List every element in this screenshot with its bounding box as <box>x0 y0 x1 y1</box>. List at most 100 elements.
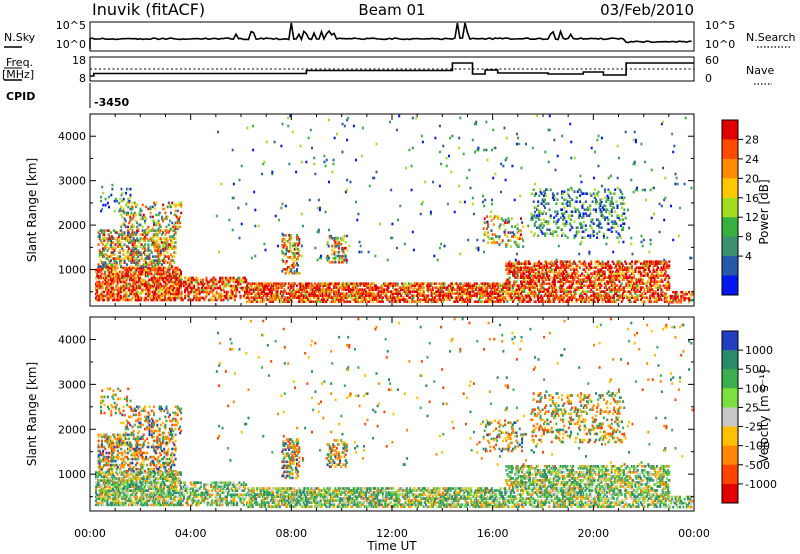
data-cell <box>465 292 468 295</box>
data-cell <box>138 263 141 266</box>
data-cell <box>542 274 545 277</box>
data-cell <box>570 286 573 289</box>
data-cell <box>117 237 120 240</box>
data-cell <box>602 234 605 237</box>
data-cell <box>145 263 148 266</box>
data-cell <box>341 288 344 291</box>
data-cell <box>533 288 536 291</box>
data-cell <box>645 274 648 277</box>
data-cell <box>357 292 359 295</box>
data-cell <box>454 298 457 301</box>
data-cell <box>152 294 155 298</box>
data-cell <box>272 298 275 301</box>
data-cell <box>480 300 483 303</box>
data-cell <box>119 286 122 290</box>
data-cell <box>138 296 141 300</box>
data-cell <box>136 274 139 278</box>
data-cell <box>221 294 224 298</box>
data-cell <box>396 300 399 303</box>
data-cell <box>381 296 384 299</box>
data-cell <box>618 294 621 297</box>
data-cell <box>118 294 121 298</box>
data-cell <box>352 294 355 297</box>
data-cell <box>321 286 324 289</box>
data-cell <box>148 292 151 296</box>
data-cell <box>121 245 124 248</box>
data-cell <box>134 294 137 298</box>
data-cell <box>555 286 558 289</box>
data-cell <box>534 282 537 285</box>
data-cell <box>475 286 478 289</box>
data-cell <box>609 268 612 271</box>
data-cell <box>159 274 162 278</box>
data-cell <box>495 288 498 291</box>
data-cell <box>599 286 602 289</box>
data-cell <box>270 292 273 295</box>
data-cell <box>553 288 556 291</box>
data-cell <box>260 288 263 291</box>
data-cell <box>515 290 518 293</box>
data-cell <box>345 300 348 303</box>
data-cell <box>538 264 541 267</box>
data-cell <box>343 296 346 299</box>
data-cell <box>333 246 336 250</box>
data-cell <box>151 284 154 288</box>
data-cell <box>631 260 633 263</box>
data-cell <box>440 282 443 285</box>
data-cell <box>158 288 161 292</box>
data-cell <box>513 282 516 285</box>
data-cell <box>266 298 269 301</box>
data-cell <box>109 274 112 278</box>
data-cell <box>190 276 193 280</box>
data-cell <box>557 226 560 229</box>
data-cell <box>156 296 159 300</box>
data-cell <box>345 260 348 264</box>
data-cell <box>572 286 575 289</box>
data-cell <box>290 234 293 237</box>
data-cell <box>263 282 265 285</box>
data-cell <box>123 223 126 227</box>
data-cell <box>327 288 330 291</box>
data-cell <box>167 247 170 250</box>
data-cell <box>173 255 176 258</box>
data-cell <box>154 243 157 246</box>
data-cell <box>566 192 569 195</box>
data-cell <box>114 259 117 262</box>
data-cell <box>135 280 138 284</box>
data-cell <box>500 288 503 291</box>
data-cell <box>172 259 175 262</box>
data-cell <box>278 296 281 299</box>
data-cell <box>551 284 554 287</box>
data-cell <box>565 270 568 273</box>
data-cell <box>222 280 225 284</box>
data-cell <box>291 264 294 267</box>
data-cell <box>103 255 106 258</box>
data-cell <box>96 268 99 272</box>
data-cell <box>545 194 548 197</box>
data-cell <box>606 288 608 291</box>
data-cell <box>375 284 378 287</box>
data-cell <box>135 296 138 300</box>
data-cell <box>398 292 401 295</box>
data-cell <box>119 207 122 211</box>
data-cell <box>293 282 296 285</box>
data-cell <box>652 268 655 271</box>
data-cell <box>327 294 330 297</box>
data-cell <box>190 280 193 284</box>
data-cell <box>171 247 174 250</box>
data-cell <box>129 266 131 270</box>
data-cell <box>96 290 99 294</box>
data-cell <box>551 194 554 197</box>
data-cell <box>534 276 537 279</box>
data-cell <box>113 263 116 266</box>
data-cell <box>119 274 122 278</box>
data-cell <box>299 284 302 287</box>
data-cell <box>483 217 486 220</box>
data-cell <box>152 296 155 300</box>
data-cell <box>662 264 665 267</box>
data-cell <box>487 235 490 238</box>
data-cell <box>344 284 347 287</box>
data-cell <box>130 233 133 236</box>
data-cell <box>374 288 376 291</box>
data-cell <box>107 288 110 292</box>
